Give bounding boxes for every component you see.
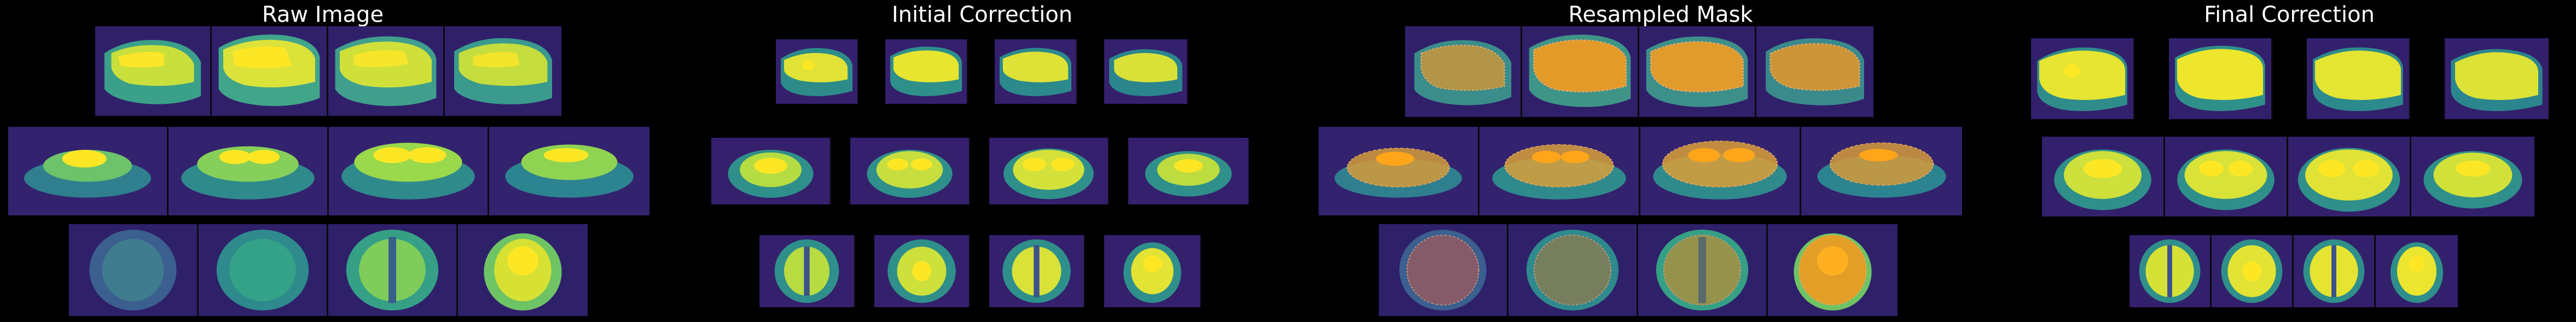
mri-slice xyxy=(2042,137,2165,216)
mri-slice-mask-overlay xyxy=(1319,127,1480,215)
mri-slice xyxy=(69,224,199,316)
panel-resampled-mask: Resampled Mask xyxy=(1319,0,2003,322)
panel-title: Resampled Mask xyxy=(1568,2,1753,27)
panel-title: Raw Image xyxy=(262,2,384,27)
mri-slice xyxy=(212,26,328,116)
mri-slice xyxy=(776,39,859,104)
panel-initial-correction: Initial Correction xyxy=(646,0,1319,322)
mri-slice xyxy=(328,224,458,316)
mri-slice-mask-overlay xyxy=(1405,26,1522,117)
mri-slice xyxy=(329,127,489,215)
axial-row xyxy=(69,224,588,316)
mri-slice xyxy=(995,39,1078,104)
mri-slice-mask-overlay xyxy=(1480,127,1640,215)
mri-slice xyxy=(885,39,968,104)
mri-slice xyxy=(1128,138,1249,204)
mri-slice xyxy=(445,26,561,116)
mri-slice xyxy=(2294,235,2376,307)
mri-slice xyxy=(2411,137,2534,216)
mri-slice xyxy=(1104,39,1187,104)
mri-slice xyxy=(328,26,445,116)
coronal-row xyxy=(8,127,649,215)
panel-raw-image: Raw Image xyxy=(0,0,649,322)
mri-slice-mask-overlay xyxy=(1801,127,1962,215)
mri-slice xyxy=(458,224,588,316)
mri-slice-mask-overlay xyxy=(1638,224,1768,316)
mri-slice-mask-overlay xyxy=(1509,224,1638,316)
coronal-row xyxy=(2042,137,2534,216)
mri-slice xyxy=(2307,38,2411,119)
axial-row xyxy=(1379,224,1899,316)
mri-slice xyxy=(2130,235,2212,307)
mri-slice xyxy=(2165,137,2288,216)
sagittal-row xyxy=(1405,26,1875,117)
mri-slice-mask-overlay xyxy=(1379,224,1509,316)
mri-slice xyxy=(8,127,169,215)
panel-title: Initial Correction xyxy=(891,2,1073,27)
sagittal-row xyxy=(2031,38,2562,119)
mri-slice xyxy=(95,26,212,116)
sagittal-row xyxy=(776,39,1192,104)
coronal-row xyxy=(711,138,1258,204)
mri-slice xyxy=(850,138,971,204)
mri-slice xyxy=(2169,38,2273,119)
mri-slice xyxy=(2445,38,2549,119)
mri-slice xyxy=(1104,235,1200,307)
mri-slice xyxy=(2031,38,2135,119)
mri-slice xyxy=(2288,137,2411,216)
coronal-row xyxy=(1319,127,1963,215)
mri-slice-mask-overlay xyxy=(1639,26,1756,117)
mri-slice xyxy=(759,235,856,307)
sagittal-row xyxy=(95,26,561,116)
mri-slice xyxy=(489,127,649,215)
panel-final-correction: Final Correction xyxy=(2003,0,2576,322)
axial-row xyxy=(2130,235,2458,307)
mri-slice xyxy=(2212,235,2294,307)
mri-slice xyxy=(711,138,832,204)
mri-slice xyxy=(199,224,328,316)
mri-slice xyxy=(169,127,329,215)
mri-slice-mask-overlay xyxy=(1522,26,1639,117)
mri-slice xyxy=(874,235,971,307)
mri-slice xyxy=(989,138,1110,204)
panel-title: Final Correction xyxy=(2204,2,2375,27)
mri-slice-mask-overlay xyxy=(1640,127,1801,215)
axial-row xyxy=(759,235,1208,307)
mri-slice xyxy=(2376,235,2458,307)
mri-slice-mask-overlay xyxy=(1756,26,1873,117)
mri-slice-mask-overlay xyxy=(1768,224,1898,316)
mri-slice xyxy=(989,235,1086,307)
